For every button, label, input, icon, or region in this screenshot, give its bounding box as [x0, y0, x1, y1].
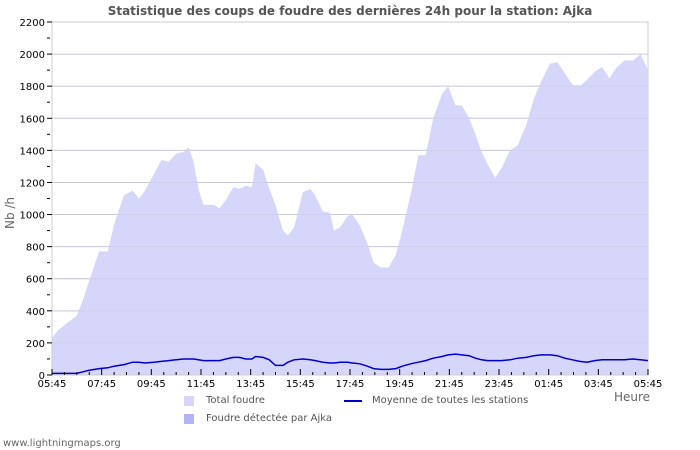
- svg-text:600: 600: [26, 275, 45, 286]
- svg-text:15:45: 15:45: [286, 379, 315, 390]
- svg-text:0: 0: [39, 371, 45, 382]
- average-line: [52, 353, 649, 375]
- svg-text:17:45: 17:45: [336, 379, 365, 390]
- svg-text:07:45: 07:45: [87, 379, 116, 390]
- axes: 0 200 400 600 800 1000 1200 1400 1600 1800 2000 220…: [20, 18, 663, 390]
- svg-text:05:45: 05:45: [38, 379, 67, 390]
- svg-text:200: 200: [26, 339, 45, 350]
- svg-text:05:45: 05:45: [634, 379, 663, 390]
- svg-text:03:45: 03:45: [584, 379, 613, 390]
- svg-text:800: 800: [26, 243, 45, 254]
- svg-text:09:45: 09:45: [137, 379, 166, 390]
- svg-text:1200: 1200: [20, 178, 45, 189]
- svg-text:2000: 2000: [20, 50, 45, 61]
- svg-text:1000: 1000: [20, 211, 45, 222]
- legend-label-total: Total foudre: [206, 395, 265, 406]
- svg-text:400: 400: [26, 307, 45, 318]
- legend-swatch-average: [344, 399, 362, 402]
- svg-text:1600: 1600: [20, 114, 45, 125]
- svg-text:01:45: 01:45: [534, 379, 563, 390]
- svg-text:1400: 1400: [20, 146, 45, 157]
- legend-foudre-detectee: Foudre détectée par Ajka: [184, 413, 332, 424]
- svg-text:2200: 2200: [20, 18, 45, 29]
- area-series: [52, 53, 648, 375]
- y-axis-label: Nb /h: [3, 197, 17, 229]
- svg-text:11:45: 11:45: [187, 379, 216, 390]
- svg-text:21:45: 21:45: [435, 379, 464, 390]
- legend-label-detected: Foudre détectée par Ajka: [206, 413, 333, 424]
- legend-swatch-total: [184, 395, 194, 406]
- legend-total-foudre: Total foudre: [184, 395, 265, 406]
- legend-label-average: Moyenne de toutes les stations: [372, 395, 529, 406]
- svg-text:19:45: 19:45: [385, 379, 414, 390]
- footer-credit: www.lightningmaps.org: [3, 438, 121, 449]
- line-series: [52, 353, 649, 375]
- total-foudre-area: [52, 54, 648, 375]
- svg-text:13:45: 13:45: [236, 379, 265, 390]
- chart-title: Statistique des coups de foudre des dern…: [107, 4, 593, 18]
- legend-moyenne: Moyenne de toutes les stations: [344, 395, 528, 406]
- legend-swatch-detected: [184, 413, 194, 424]
- x-axis-label: Heure: [614, 390, 651, 404]
- svg-text:1800: 1800: [20, 82, 45, 93]
- svg-text:23:45: 23:45: [485, 379, 514, 390]
